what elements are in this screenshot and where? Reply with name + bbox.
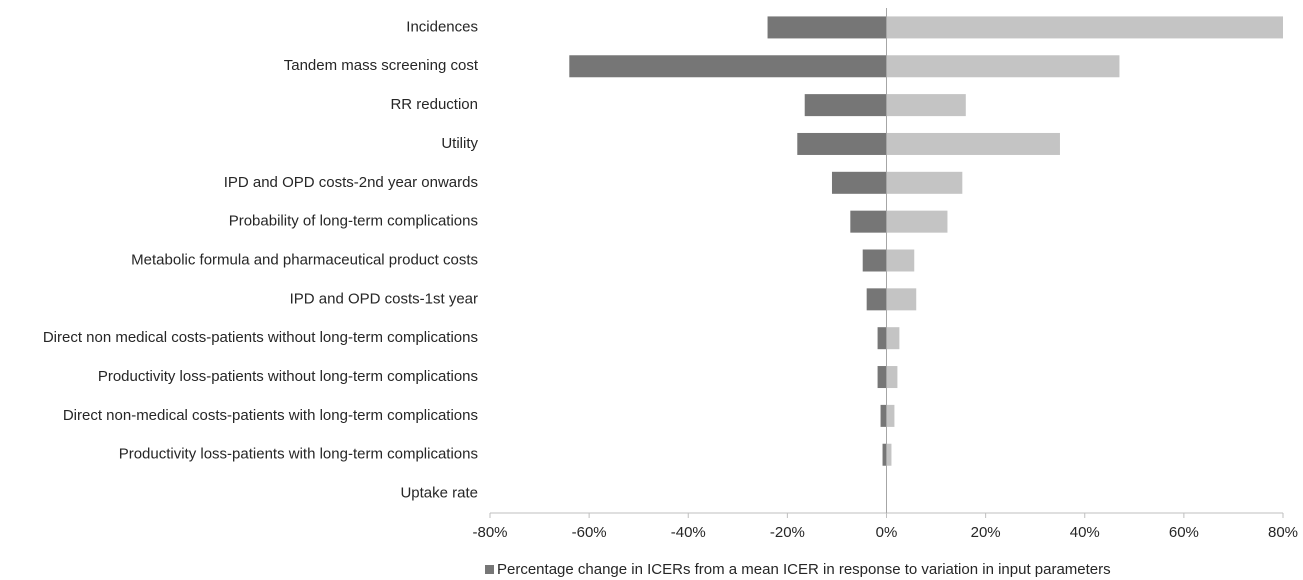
- bar: [882, 443, 887, 466]
- category-label: Direct non medical costs-patients withou…: [43, 329, 478, 346]
- category-label: RR reduction: [390, 96, 478, 113]
- bar: [886, 210, 948, 233]
- category-label: Incidences: [406, 18, 478, 35]
- category-label: Direct non-medical costs-patients with l…: [63, 407, 478, 424]
- bar: [866, 288, 887, 311]
- bar: [804, 94, 887, 117]
- bar: [886, 94, 966, 117]
- bar: [862, 249, 887, 272]
- bar: [886, 327, 900, 350]
- x-tick-label: 60%: [1169, 524, 1199, 541]
- x-tick-label: -20%: [770, 524, 805, 541]
- legend-swatch: [485, 565, 494, 574]
- bar: [880, 404, 887, 427]
- category-label: IPD and OPD costs-1st year: [290, 290, 478, 307]
- x-tick-label: -80%: [472, 524, 507, 541]
- category-label: Productivity loss-patients with long-ter…: [119, 446, 478, 463]
- category-label: Tandem mass screening cost: [284, 57, 479, 74]
- category-label: Utility: [441, 135, 478, 152]
- bar: [877, 327, 887, 350]
- x-tick-label: -40%: [671, 524, 706, 541]
- bar: [797, 132, 887, 155]
- bar: [886, 171, 963, 194]
- bar: [886, 55, 1120, 78]
- bar: [767, 16, 887, 39]
- x-tick-label: 0%: [876, 524, 898, 541]
- x-tick-label: 80%: [1268, 524, 1298, 541]
- bar: [831, 171, 887, 194]
- bar: [569, 55, 887, 78]
- x-tick-label: 40%: [1070, 524, 1100, 541]
- category-label: Metabolic formula and pharmaceutical pro…: [131, 251, 478, 268]
- bar: [886, 366, 898, 389]
- bar: [886, 249, 915, 272]
- x-tick-label: 20%: [971, 524, 1001, 541]
- bar: [886, 404, 895, 427]
- category-label: IPD and OPD costs-2nd year onwards: [224, 174, 478, 191]
- category-label: Probability of long-term complications: [229, 213, 478, 230]
- bar: [850, 210, 887, 233]
- x-tick-label: -60%: [572, 524, 607, 541]
- bar: [886, 288, 917, 311]
- legend-label: Percentage change in ICERs from a mean I…: [497, 561, 1111, 578]
- category-label: Productivity loss-patients without long-…: [98, 368, 478, 385]
- category-label: Uptake rate: [400, 485, 478, 502]
- bar: [886, 16, 1283, 39]
- bar: [886, 443, 892, 466]
- bar: [877, 366, 887, 389]
- bar: [886, 132, 1060, 155]
